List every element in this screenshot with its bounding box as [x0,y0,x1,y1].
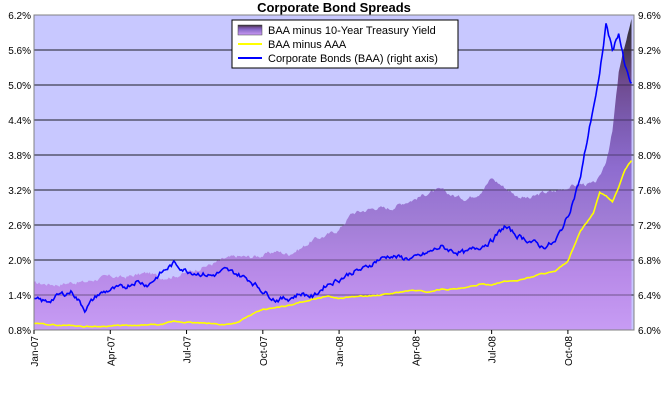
y-left-tick-label: 5.0% [8,81,31,92]
y-left-tick-label: 2.6% [8,221,31,232]
legend-swatch [237,24,263,36]
y-right-tick-label: 9.2% [638,46,661,57]
y-right-tick-label: 7.2% [638,221,661,232]
y-left-tick-label: 3.8% [8,151,31,162]
legend: BAA minus 10-Year Treasury Yield BAA minu… [231,19,459,69]
y-left-tick-label: 2.0% [8,256,31,267]
chart-title: Corporate Bond Spreads [257,0,411,15]
y-right-tick-label: 9.6% [638,11,661,22]
legend-label: Corporate Bonds (BAA) (right axis) [268,53,438,65]
y-left-tick-label: 4.4% [8,116,31,127]
x-tick-label: Oct-07 [259,336,270,366]
x-tick-label: Apr-07 [106,336,117,366]
y-left-tick-label: 0.8% [8,326,31,337]
legend-label: BAA minus AAA [268,39,347,51]
y-right-tick-label: 8.0% [638,151,661,162]
y-right-tick-label: 6.0% [638,326,661,337]
y-left-tick-label: 6.2% [8,11,31,22]
series-line-baa-minus-aaa [34,160,633,328]
y-right-tick-label: 6.4% [638,291,661,302]
series-area-baa-minus-treasury [34,18,632,330]
x-tick-label: Jan-07 [30,336,41,367]
x-tick-label: Oct-08 [564,336,575,366]
y-right-tick-label: 8.8% [638,81,661,92]
series-line-baa-corporate [34,23,633,314]
plot-border [33,14,635,331]
y-right-tick-label: 7.6% [638,186,661,197]
y-right-tick-label: 8.4% [638,116,661,127]
x-tick-label: Jul-07 [183,336,194,364]
y-left-tick-label: 3.2% [8,186,31,197]
legend-label: BAA minus 10-Year Treasury Yield [268,25,436,37]
x-tick-label: Jan-08 [335,336,346,367]
axes: 0.8% 1.4% 2.0% 2.6% 3.2% 3.8% 4.4% 5.0% 5.6% 6.2%… [8,11,661,367]
legend-box [231,19,459,69]
y-left-tick-label: 5.6% [8,46,31,57]
x-tick-label: Jul-08 [488,336,499,364]
y-right-tick-label: 6.8% [638,256,661,267]
x-tick-label: Apr-08 [411,336,422,366]
y-left-tick-label: 1.4% [8,291,31,302]
